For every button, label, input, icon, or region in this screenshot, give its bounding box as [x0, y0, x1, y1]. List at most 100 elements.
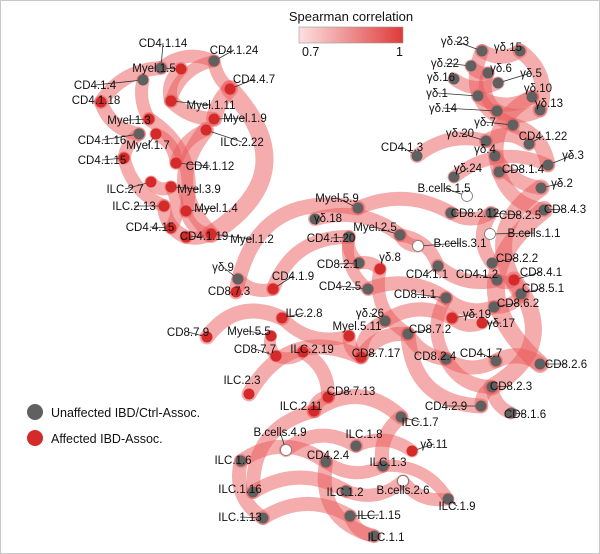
node-cd4-1-4 — [137, 74, 149, 86]
node-label-cd8-2-5: CD8.2.5 — [499, 210, 541, 222]
correlation-edge — [228, 197, 366, 300]
node-ilc-1-9 — [442, 493, 454, 505]
node-myel-1-9 — [208, 113, 220, 125]
node-label-gd-15: γδ.15 — [494, 42, 522, 54]
node-label-gd-6: γδ.6 — [490, 63, 512, 75]
node-label-cd8-5-1: CD8.5.1 — [522, 283, 564, 295]
correlation-edge — [241, 339, 369, 402]
correlation-edge — [306, 388, 409, 425]
node-cd4-1-12 — [170, 157, 182, 169]
node-myel-1-2 — [205, 228, 217, 240]
node-cd8-7-3 — [230, 286, 242, 298]
node-label-ilc-1-9: ILC.1.9 — [438, 501, 475, 513]
node-gd-14 — [491, 105, 503, 117]
node-ilc-1-7 — [395, 411, 407, 423]
node-label-ilc-2-7: ILC.2.7 — [106, 184, 143, 196]
node-b-cells-1-1 — [484, 228, 496, 240]
node-myel-5-11 — [343, 330, 355, 342]
node-ilc-1-8 — [350, 440, 362, 452]
node-gd-24 — [448, 171, 460, 183]
node-label-myel-2-5: Myel.2.5 — [353, 222, 396, 234]
node-label-cd8-7-17: CD8.7.17 — [352, 348, 401, 360]
label-leader-line — [101, 133, 140, 141]
correlation-legend: Spearman correlation 0.7 1 — [289, 9, 413, 59]
node-label-gd-26: γδ.26 — [356, 308, 384, 320]
node-cd4-1-19 — [180, 231, 192, 243]
correlation-edge — [351, 191, 458, 220]
node-label-cd4-1-9: CD4.1.9 — [272, 271, 314, 283]
node-cd8-1-4 — [493, 166, 505, 178]
node-label-cd4-1-20: CD4.1.20 — [307, 233, 356, 245]
node-label-cd4-2-9: CD4.2.9 — [425, 401, 467, 413]
node-myel-1-5 — [175, 63, 187, 75]
node-cd4-1-24 — [208, 55, 220, 67]
node-label-cd8-7-13: CD8.7.13 — [327, 386, 376, 398]
node-label-myel-1-9: Myel.1.9 — [223, 113, 266, 125]
node-cd8-1-1 — [440, 292, 452, 304]
unaffected-legend-dot — [27, 404, 43, 420]
label-leader-line — [205, 129, 243, 143]
node-cd8-2-5 — [485, 207, 497, 219]
node-ilc-2-3 — [243, 388, 255, 400]
correlation-edge — [308, 207, 407, 242]
label-leader-line — [94, 79, 144, 86]
node-myel-1-7 — [150, 128, 162, 140]
node-label-ilc-2-8: ILC.2.8 — [285, 308, 322, 320]
node-label-ilc-1-15: ILC.1.15 — [357, 510, 400, 522]
node-ilc-2-22 — [200, 124, 212, 136]
label-layer: CD4.1.14 CD4.1.24 Myel.1.5 CD4.4.7 CD4.1.4 CD… — [72, 36, 587, 544]
node-label-cd4-4-7: CD4.4.7 — [233, 74, 275, 86]
node-b-cells-1-5 — [461, 190, 473, 202]
node-cd4-1-18 — [95, 96, 107, 108]
affected-legend-dot — [27, 430, 43, 446]
node-label-ilc-1-6: ILC.1.6 — [214, 455, 251, 467]
node-cd4-1-3 — [411, 150, 423, 162]
node-label-ilc-2-19: ILC.2.19 — [290, 344, 333, 356]
node-gd-18 — [309, 213, 321, 225]
node-gd-11 — [406, 445, 418, 457]
correlation-edge — [199, 303, 290, 345]
node-ilc-1-1 — [368, 530, 380, 542]
correlation-scale-min: 0.7 — [302, 45, 319, 59]
node-cd4-2-4 — [320, 456, 332, 468]
node-label-gd-22: γδ.22 — [431, 58, 459, 70]
node-label-gd-16: γδ.16 — [427, 72, 455, 84]
node-cd8-7-2 — [402, 328, 414, 340]
correlation-edge — [245, 404, 321, 499]
node-label-ilc-1-3: ILC.1.3 — [369, 457, 406, 469]
node-cd4-4-7 — [224, 83, 236, 95]
node-label-gd-3: γδ.3 — [562, 150, 584, 162]
node-cd8-2-3 — [486, 381, 498, 393]
node-label-gd-8: γδ.8 — [379, 252, 401, 264]
node-label-cd4-2-5: CD4.2.5 — [319, 281, 361, 293]
node-label-gd-23: γδ.23 — [441, 36, 469, 48]
node-gd-6 — [482, 67, 494, 79]
node-label-gd-9: γδ.9 — [212, 262, 234, 274]
correlation-edge — [246, 470, 353, 499]
node-label-ilc-1-7: ILC.1.7 — [401, 417, 438, 429]
node-gd-2 — [535, 182, 547, 194]
correlation-edge — [232, 454, 270, 525]
node-label-gd-17: γδ.17 — [487, 318, 515, 330]
node-cd4-1-15 — [118, 152, 130, 164]
node-label-b-cells-4-9: B.cells.4.9 — [253, 427, 306, 439]
label-leader-line — [210, 233, 253, 240]
node-myel-5-5 — [265, 330, 277, 342]
node-label-cd8-7-7: CD8.7.7 — [234, 344, 276, 356]
node-gd-9 — [232, 273, 244, 285]
node-label-cd4-1-1: CD4.1.1 — [406, 269, 448, 281]
node-cd8-1-6 — [505, 407, 517, 419]
node-cd4-1-22 — [523, 138, 535, 150]
node-label-ilc-1-13: ILC.1.13 — [218, 512, 261, 524]
correlation-edge — [486, 201, 553, 373]
node-label-cd8-1-6: CD8.1.6 — [504, 409, 546, 421]
correlation-edge — [488, 89, 540, 180]
correlation-edge — [317, 455, 381, 543]
node-label-ilc-2-13: ILC.2.13 — [112, 201, 155, 213]
node-label-cd4-1-18: CD4.1.18 — [72, 95, 121, 107]
node-cd8-4-3 — [538, 204, 550, 216]
node-ilc-1-3 — [377, 460, 389, 472]
node-ilc-2-11 — [308, 405, 320, 417]
